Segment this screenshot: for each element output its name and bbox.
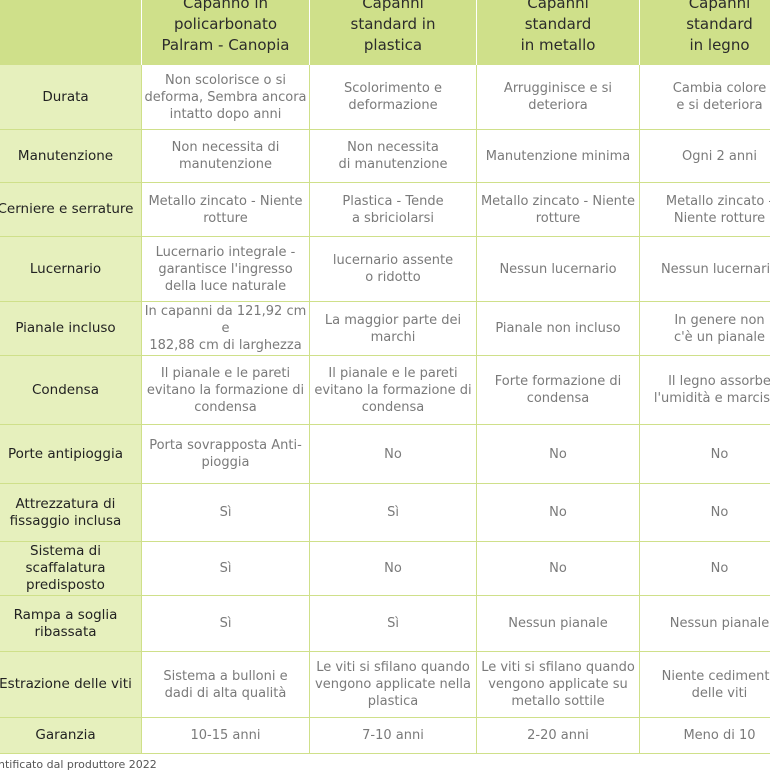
table-cell: No: [310, 542, 477, 596]
table-cell: Il legno assorbe l'umidità e marcisce: [640, 356, 770, 425]
header-cell: Capanni standard in plastica: [310, 0, 477, 65]
table-row: Porte antipioggia Porta sovrapposta Anti-…: [0, 425, 770, 484]
row-label: Attrezzatura di fissaggio inclusa: [0, 484, 142, 542]
table-cell: Pianale non incluso: [477, 302, 640, 356]
table-row: Cerniere e serrature Metallo zincato - Ni…: [0, 183, 770, 237]
table-cell: Sì: [142, 542, 310, 596]
table-cell: Metallo zincato - Niente rotture: [142, 183, 310, 237]
table-cell: No: [477, 484, 640, 542]
table-cell: Cambia colore e si deteriora: [640, 65, 770, 130]
table-cell: Il pianale e le pareti evitano la formaz…: [142, 356, 310, 425]
table-cell: Metallo zincato - Niente rotture: [640, 183, 770, 237]
table-cell: Le viti si sfilano quando vengono applic…: [310, 652, 477, 718]
table-cell: Forte formazione di condensa: [477, 356, 640, 425]
table-cell: Lucernario integrale - garantisce l'ingr…: [142, 237, 310, 302]
table-cell: La maggior parte dei marchi: [310, 302, 477, 356]
table-cell: No: [477, 425, 640, 484]
row-label: Rampa a soglia ribassata: [0, 596, 142, 652]
table-cell: Ogni 2 anni: [640, 130, 770, 183]
table-cell: 7-10 anni: [310, 718, 477, 754]
table-cell: No: [477, 542, 640, 596]
table-cell: Porta sovrapposta Anti- pioggia: [142, 425, 310, 484]
header-cell: Capanno in policarbonato Palram - Canopi…: [142, 0, 310, 65]
table-row: Garanzia 10-15 anni 7-10 anni 2-20 anni Meno…: [0, 718, 770, 754]
table-cell: Nessun pianale: [477, 596, 640, 652]
table-cell: No: [310, 425, 477, 484]
table-cell: Nessun lucernario: [477, 237, 640, 302]
table-cell: Le viti si sfilano quando vengono applic…: [477, 652, 640, 718]
table-row: Manutenzione Non necessita di manutenzion…: [0, 130, 770, 183]
table-cell: No: [640, 542, 770, 596]
table-cell: Plastica - Tende a sbriciolarsi: [310, 183, 477, 237]
header-cell: [0, 0, 142, 65]
table-row: Estrazione delle viti Sistema a bulloni e…: [0, 652, 770, 718]
table-row: Condensa Il pianale e le pareti evitano l…: [0, 356, 770, 425]
table-cell: Manutenzione minima: [477, 130, 640, 183]
table-cell: Il pianale e le pareti evitano la formaz…: [310, 356, 477, 425]
table-cell: Nessun lucernario: [640, 237, 770, 302]
table-cell: Sì: [142, 596, 310, 652]
table-cell: Scolorimento e deformazione: [310, 65, 477, 130]
table-cell: No: [640, 425, 770, 484]
row-label: Sistema di scaffalatura predisposto: [0, 542, 142, 596]
row-label: Pianale incluso: [0, 302, 142, 356]
header-cell: Capanni standard in metallo: [477, 0, 640, 65]
row-label: Cerniere e serrature: [0, 183, 142, 237]
table-cell: In genere non c'è un pianale: [640, 302, 770, 356]
table-cell: Nessun pianale: [640, 596, 770, 652]
header-cell: Capanni standard in legno: [640, 0, 770, 65]
row-label: Lucernario: [0, 237, 142, 302]
table-cell: In capanni da 121,92 cm e 182,88 cm di l…: [142, 302, 310, 356]
row-label: Condensa: [0, 356, 142, 425]
table-cell: 10-15 anni: [142, 718, 310, 754]
table-cell: Niente cedimento delle viti: [640, 652, 770, 718]
table-row: Rampa a soglia ribassata Sì Sì Nessun piana…: [0, 596, 770, 652]
row-label: Estrazione delle viti: [0, 652, 142, 718]
table-cell: Sì: [310, 484, 477, 542]
table-row: Attrezzatura di fissaggio inclusa Sì Sì No N…: [0, 484, 770, 542]
table-row: Sistema di scaffalatura predisposto Sì No N…: [0, 542, 770, 596]
table-cell: Non necessita di manutenzione: [142, 130, 310, 183]
table-cell: No: [640, 484, 770, 542]
row-label: Durata: [0, 65, 142, 130]
table-cell: Sistema a bulloni e dadi di alta qualità: [142, 652, 310, 718]
row-label: Garanzia: [0, 718, 142, 754]
table-cell: Meno di 10: [640, 718, 770, 754]
table-row: Pianale incluso In capanni da 121,92 cm e…: [0, 302, 770, 356]
table-cell: 2-20 anni: [477, 718, 640, 754]
table-cell: Sì: [142, 484, 310, 542]
comparison-table: Capanno in policarbonato Palram - Canopi…: [0, 0, 770, 754]
table-cell: Metallo zincato - Niente rotture: [477, 183, 640, 237]
table-row: Durata Non scolorisce o si deforma, Sembr…: [0, 65, 770, 130]
table-row: Lucernario Lucernario integrale - garanti…: [0, 237, 770, 302]
table-cell: Arrugginisce e si deteriora: [477, 65, 640, 130]
table-cell: Non necessita di manutenzione: [310, 130, 477, 183]
row-label: Porte antipioggia: [0, 425, 142, 484]
table-cell: Non scolorisce o si deforma, Sembra anco…: [142, 65, 310, 130]
footnote: ntificato dal produttore 2022: [0, 758, 157, 771]
row-label: Manutenzione: [0, 130, 142, 183]
header-row: Capanno in policarbonato Palram - Canopi…: [0, 0, 770, 65]
table-cell: lucernario assente o ridotto: [310, 237, 477, 302]
table-cell: Sì: [310, 596, 477, 652]
